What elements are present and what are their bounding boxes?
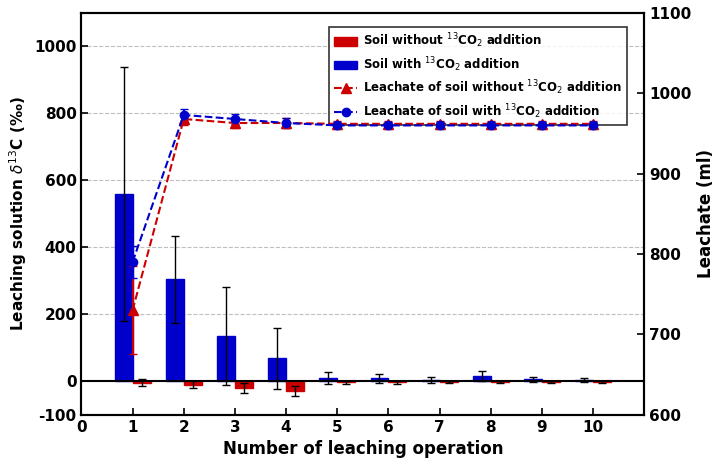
Bar <box>235 381 253 388</box>
Y-axis label: Leachate (ml): Leachate (ml) <box>697 149 715 278</box>
Bar <box>524 379 542 381</box>
Bar <box>217 336 235 381</box>
Legend: Soil without $^{13}$CO$_2$ addition, Soil with $^{13}$CO$_2$ addition, Leachate : Soil without $^{13}$CO$_2$ addition, Soi… <box>329 27 627 125</box>
Bar <box>337 381 355 382</box>
Bar <box>542 381 560 382</box>
X-axis label: Number of leaching operation: Number of leaching operation <box>222 440 503 458</box>
Bar <box>422 380 440 381</box>
Bar <box>370 379 388 381</box>
Bar <box>286 381 304 391</box>
Bar <box>184 381 201 385</box>
Bar <box>268 359 286 381</box>
Bar <box>491 381 509 382</box>
Bar <box>440 381 458 382</box>
Bar <box>319 378 337 381</box>
Bar <box>473 376 491 381</box>
Bar <box>388 381 406 382</box>
Bar <box>593 381 611 382</box>
Bar <box>575 380 593 381</box>
Bar <box>166 279 184 381</box>
Y-axis label: Leaching solution $\delta^{13}$C (‰): Leaching solution $\delta^{13}$C (‰) <box>7 96 29 331</box>
Bar <box>115 194 133 381</box>
Bar <box>133 381 150 383</box>
